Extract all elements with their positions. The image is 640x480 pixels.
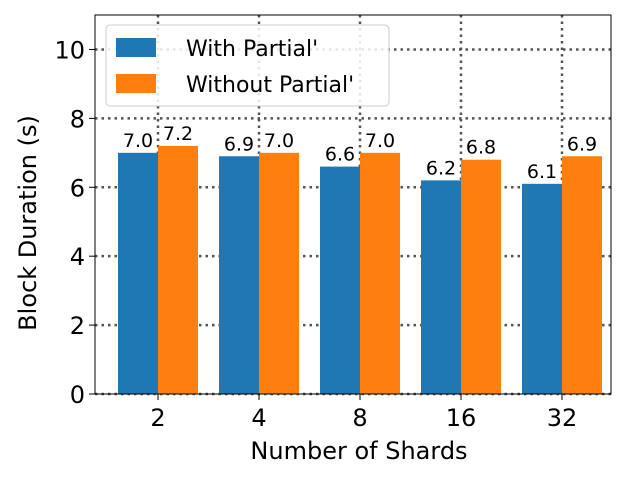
bar-with-partial xyxy=(522,183,562,394)
legend: With Partial' Without Partial' xyxy=(105,24,390,107)
legend-label-without-partial: Without Partial' xyxy=(186,73,354,98)
y-axis-label: Block Duration (s) xyxy=(14,115,42,331)
bar-value-label: 6.6 xyxy=(325,144,355,166)
bar-value-label: 7.0 xyxy=(123,130,153,152)
bar-with-partial xyxy=(320,166,360,394)
bar-value-label: 7.0 xyxy=(365,130,395,152)
bar-value-label: 6.9 xyxy=(224,133,254,155)
bar-value-label: 7.0 xyxy=(264,130,294,152)
bar-value-label: 6.9 xyxy=(567,133,597,155)
legend-label-with-partial: With Partial' xyxy=(186,37,318,62)
x-axis-label: Number of Shards xyxy=(250,437,467,465)
bar-without-partial xyxy=(158,145,198,394)
x-tick-label: 2 xyxy=(150,404,165,432)
data-labels-layer: 7.0 7.2 6.9 7.0 6.6 7.0 6.2 6.8 6.1 6.9 xyxy=(123,123,597,183)
y-tick-label: 8 xyxy=(70,105,85,133)
bars-layer xyxy=(118,145,602,394)
axes-layer: 0 2 4 6 8 10 2 4 8 16 32 xyxy=(54,14,612,432)
legend-frame xyxy=(105,24,390,107)
bar-value-label: 6.8 xyxy=(466,137,496,159)
y-tick-label: 10 xyxy=(54,36,85,64)
y-tick-label: 2 xyxy=(70,312,85,340)
legend-swatch-without-partial xyxy=(116,74,156,93)
bar-without-partial xyxy=(461,159,501,394)
bar-without-partial xyxy=(360,152,400,394)
x-tick-label: 4 xyxy=(251,404,266,432)
y-tick-label: 4 xyxy=(70,243,85,271)
bar-with-partial xyxy=(118,152,158,394)
x-tick-label: 32 xyxy=(547,404,578,432)
bar-value-label: 6.2 xyxy=(426,157,456,179)
x-tick-label: 8 xyxy=(352,404,367,432)
bar-with-partial xyxy=(219,156,259,394)
bar-without-partial xyxy=(259,152,299,394)
plot-frame xyxy=(94,14,612,395)
y-tick-label: 0 xyxy=(70,381,85,409)
y-tick-label: 6 xyxy=(70,174,85,202)
bar-value-label: 7.2 xyxy=(163,123,193,145)
bar-without-partial xyxy=(562,156,602,394)
x-tick-label: 16 xyxy=(446,404,477,432)
bar-value-label: 6.1 xyxy=(527,161,557,183)
legend-swatch-with-partial xyxy=(116,38,156,57)
bar-with-partial xyxy=(421,180,461,394)
